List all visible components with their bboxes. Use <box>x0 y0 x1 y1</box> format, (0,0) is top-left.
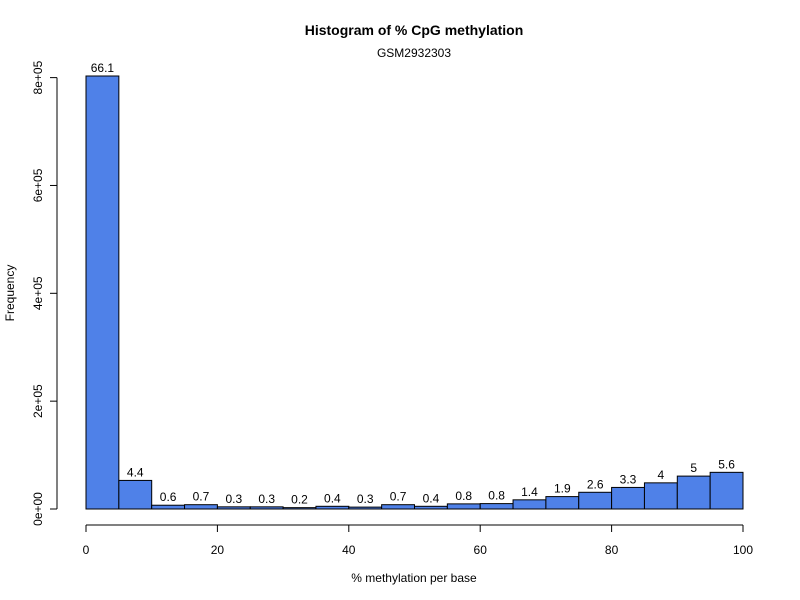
bar-value-label: 3.3 <box>620 472 637 486</box>
histogram-bar <box>184 504 218 510</box>
histogram-bar <box>414 505 448 510</box>
x-tick-label: 80 <box>605 543 619 557</box>
x-tick-label: 40 <box>342 543 356 557</box>
bar-value-label: 4.4 <box>127 465 144 479</box>
y-axis: 0e+00 2e+05 4e+05 6e+05 8e+05 <box>31 60 58 526</box>
bar-labels-group: 66.1 4.4 0.6 0.7 0.3 0.3 0.2 0.4 0.3 0.7 0.4 0.8 0.8… <box>91 61 735 507</box>
histogram-bar <box>348 506 383 510</box>
bar-value-label: 1.4 <box>521 485 538 499</box>
histogram-bar <box>611 486 645 510</box>
bar-value-label: 0.3 <box>357 492 374 506</box>
histogram-bar <box>643 482 678 510</box>
bar-value-label: 0.6 <box>160 490 177 504</box>
bar-value-label: 0.8 <box>455 489 472 503</box>
histogram-bar <box>676 475 711 510</box>
x-tick-label: 60 <box>474 543 488 557</box>
y-tick-label: 0e+00 <box>31 492 45 526</box>
histogram-bar <box>249 506 284 510</box>
bar-value-label: 4 <box>658 468 665 482</box>
bar-value-label: 0.4 <box>423 491 440 505</box>
bar-value-label: 5 <box>690 461 697 475</box>
chart-title: Histogram of % CpG methylation <box>305 22 524 38</box>
histogram-bar <box>85 75 120 510</box>
histogram-bar <box>315 505 350 510</box>
histogram-bar <box>709 471 744 510</box>
x-tick-label: 100 <box>733 543 753 557</box>
histogram-bar <box>381 504 415 510</box>
bars-group <box>85 75 744 510</box>
y-tick-label: 8e+05 <box>31 60 45 94</box>
bar-value-label: 0.7 <box>193 490 210 504</box>
x-axis: 0 20 40 60 80 100 <box>83 524 753 557</box>
histogram-bar <box>216 506 251 510</box>
bar-value-label: 5.6 <box>718 457 735 471</box>
y-tick-label: 6e+05 <box>31 168 45 202</box>
histogram-bar <box>545 496 580 510</box>
bar-value-label: 0.8 <box>488 489 505 503</box>
histogram-bar <box>282 507 317 510</box>
bar-value-label: 0.3 <box>258 492 275 506</box>
histogram-bar <box>578 491 613 510</box>
x-axis-label: % methylation per base <box>351 571 477 585</box>
x-tick-label: 20 <box>211 543 225 557</box>
histogram-bar <box>446 503 481 510</box>
histogram-bar <box>512 499 547 510</box>
bar-value-label: 0.7 <box>390 490 407 504</box>
bar-value-label: 1.9 <box>554 482 571 496</box>
y-tick-label: 4e+05 <box>31 276 45 310</box>
x-tick-label: 0 <box>83 543 90 557</box>
histogram-bar <box>151 504 186 510</box>
y-tick-label: 2e+05 <box>31 384 45 418</box>
histogram-bar <box>479 503 514 510</box>
bar-value-label: 66.1 <box>91 61 115 75</box>
bar-value-label: 2.6 <box>587 477 604 491</box>
bar-value-label: 0.4 <box>324 491 341 505</box>
bar-value-label: 0.3 <box>225 492 242 506</box>
y-axis-label: Frequency <box>3 265 17 322</box>
histogram-bar <box>118 479 153 510</box>
bar-value-label: 0.2 <box>291 493 308 507</box>
chart-subtitle: GSM2932303 <box>377 46 451 60</box>
